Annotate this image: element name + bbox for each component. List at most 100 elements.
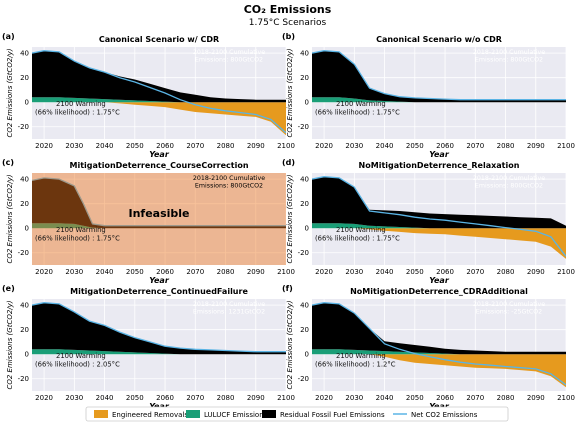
y-axis-label: CO2 Emissions (GtCO2/y): [286, 300, 294, 389]
cumulative-emissions-annotation: 2018-2100 Cumulative: [473, 175, 545, 182]
lulucf-emissions-area: [312, 349, 566, 355]
y-tick-label: 20: [300, 200, 309, 208]
series-layer: [32, 177, 286, 229]
cumulative-emissions-annotation: Emissions: 800GtCO2: [195, 57, 263, 64]
x-tick-label: 2100: [557, 268, 575, 276]
net-co2-line: [32, 177, 286, 227]
x-tick-label: 2060: [436, 142, 454, 150]
x-axis-label: Year: [429, 402, 450, 411]
chart-panel: 2020 2030 2040 2050 2060 2070 2080 2090 2100-200…: [2, 32, 295, 159]
legend-item: Net CO2 Emissions: [393, 411, 478, 419]
x-axis-label: Year: [149, 402, 170, 411]
y-tick-label: 40: [300, 302, 309, 310]
cumulative-emissions-annotation: Emissions: 800GtCO2: [195, 183, 263, 190]
x-tick-label: 2060: [436, 394, 454, 402]
x-tick-label: 2050: [406, 142, 424, 150]
y-tick-label: 20: [20, 326, 29, 334]
x-tick-label: 2040: [376, 268, 394, 276]
y-axis-label: CO2 Emissions (GtCO2/y): [286, 174, 294, 263]
x-tick-label: 2100: [277, 394, 295, 402]
infeasible-overlay: [32, 173, 286, 265]
x-tick-label: 2020: [315, 268, 333, 276]
x-axis-label: Year: [429, 150, 450, 159]
x-tick-label: 2050: [126, 142, 144, 150]
y-tick-label: 20: [20, 74, 29, 82]
series-layer: [312, 302, 566, 388]
cumulative-emissions-annotation: 2018-2100 Cumulative: [473, 49, 545, 56]
cumulative-emissions-annotation: Emissions: -25GtCO2: [476, 309, 542, 316]
x-tick-label: 2060: [436, 268, 454, 276]
net-co2-line: [312, 176, 566, 257]
x-tick-label: 2060: [156, 394, 174, 402]
cumulative-emissions-annotation: 2018-2100 Cumulative: [473, 301, 545, 308]
x-tick-label: 2050: [406, 268, 424, 276]
legend-item: LULUCF Emissions: [186, 410, 268, 419]
legend-swatch: [94, 410, 108, 418]
y-tick-label: -20: [18, 249, 29, 257]
legend-label: Engineered Removals: [112, 411, 188, 419]
x-tick-label: 2030: [345, 268, 363, 276]
x-tick-label: 2050: [126, 268, 144, 276]
cumulative-emissions-annotation: 2018-2100 Cumulative: [193, 301, 265, 308]
x-tick-label: 2020: [35, 142, 53, 150]
x-tick-label: 2030: [345, 142, 363, 150]
x-tick-label: 2050: [126, 394, 144, 402]
series-layer: [312, 50, 566, 103]
panel-title: NoMitigationDeterrence_CDRAdditional: [350, 287, 528, 296]
x-axis-label: Year: [429, 276, 450, 285]
y-axis-label: CO2 Emissions (GtCO2/y): [286, 48, 294, 137]
x-tick-label: 2030: [65, 394, 83, 402]
x-tick-label: 2100: [557, 394, 575, 402]
x-tick-label: 2080: [497, 268, 515, 276]
x-tick-label: 2050: [406, 394, 424, 402]
x-tick-label: 2090: [527, 268, 545, 276]
warming-label: 2100 Warming: [56, 100, 106, 108]
x-tick-label: 2060: [156, 268, 174, 276]
legend-label: LULUCF Emissions: [204, 411, 268, 419]
residual-fossil-fuel-area: [312, 176, 566, 229]
x-tick-label: 2080: [497, 142, 515, 150]
lulucf-emissions-area: [312, 223, 566, 229]
x-tick-label: 2040: [376, 394, 394, 402]
panel-title: MitigationDeterrence_ContinuedFailure: [70, 287, 248, 296]
engineered-removals-area: [312, 228, 566, 259]
y-tick-label: 20: [20, 200, 29, 208]
legend-label: Net CO2 Emissions: [411, 411, 478, 419]
infeasible-label: Infeasible: [128, 207, 189, 220]
y-tick-label: -20: [298, 249, 309, 257]
panel-letter: (d): [282, 158, 295, 167]
x-tick-label: 2080: [217, 268, 235, 276]
panels: 2020 2030 2040 2050 2060 2070 2080 2090 2100-200…: [2, 32, 575, 411]
x-tick-label: 2030: [345, 394, 363, 402]
lulucf-emissions-area: [312, 97, 566, 103]
figure-subtitle: 1.75°C Scenarios: [249, 18, 327, 28]
x-tick-label: 2080: [497, 394, 515, 402]
legend-swatch: [262, 410, 276, 418]
panel-letter: (f): [282, 284, 293, 293]
y-tick-label: 40: [300, 176, 309, 184]
legend-item: Residual Fossil Fuel Emissions: [262, 410, 385, 419]
y-tick-label: -20: [298, 375, 309, 383]
chart-panel: 2020 2030 2040 2050 2060 2070 2080 2090 2100-200…: [282, 284, 575, 411]
net-co2-line: [312, 302, 566, 386]
y-tick-label: 0: [305, 99, 309, 107]
y-tick-label: 20: [300, 74, 309, 82]
net-co2-line: [32, 50, 286, 134]
cumulative-emissions-annotation: Emissions: 1231GtCO2: [193, 309, 265, 316]
warming-label: 2100 Warming: [56, 226, 106, 234]
y-tick-label: 40: [20, 302, 29, 310]
x-tick-label: 2070: [186, 394, 204, 402]
legend: Engineered Removals LULUCF Emissions Resid…: [85, 406, 509, 422]
x-tick-label: 2070: [186, 268, 204, 276]
y-tick-label: 0: [25, 99, 29, 107]
x-tick-label: 2090: [247, 394, 265, 402]
y-tick-label: 20: [300, 326, 309, 334]
x-tick-label: 2090: [527, 142, 545, 150]
x-tick-label: 2030: [65, 268, 83, 276]
panel-title: NoMitigationDeterrence_Relaxation: [359, 161, 520, 170]
y-tick-label: -20: [18, 375, 29, 383]
x-tick-label: 2020: [35, 394, 53, 402]
x-tick-label: 2020: [315, 394, 333, 402]
